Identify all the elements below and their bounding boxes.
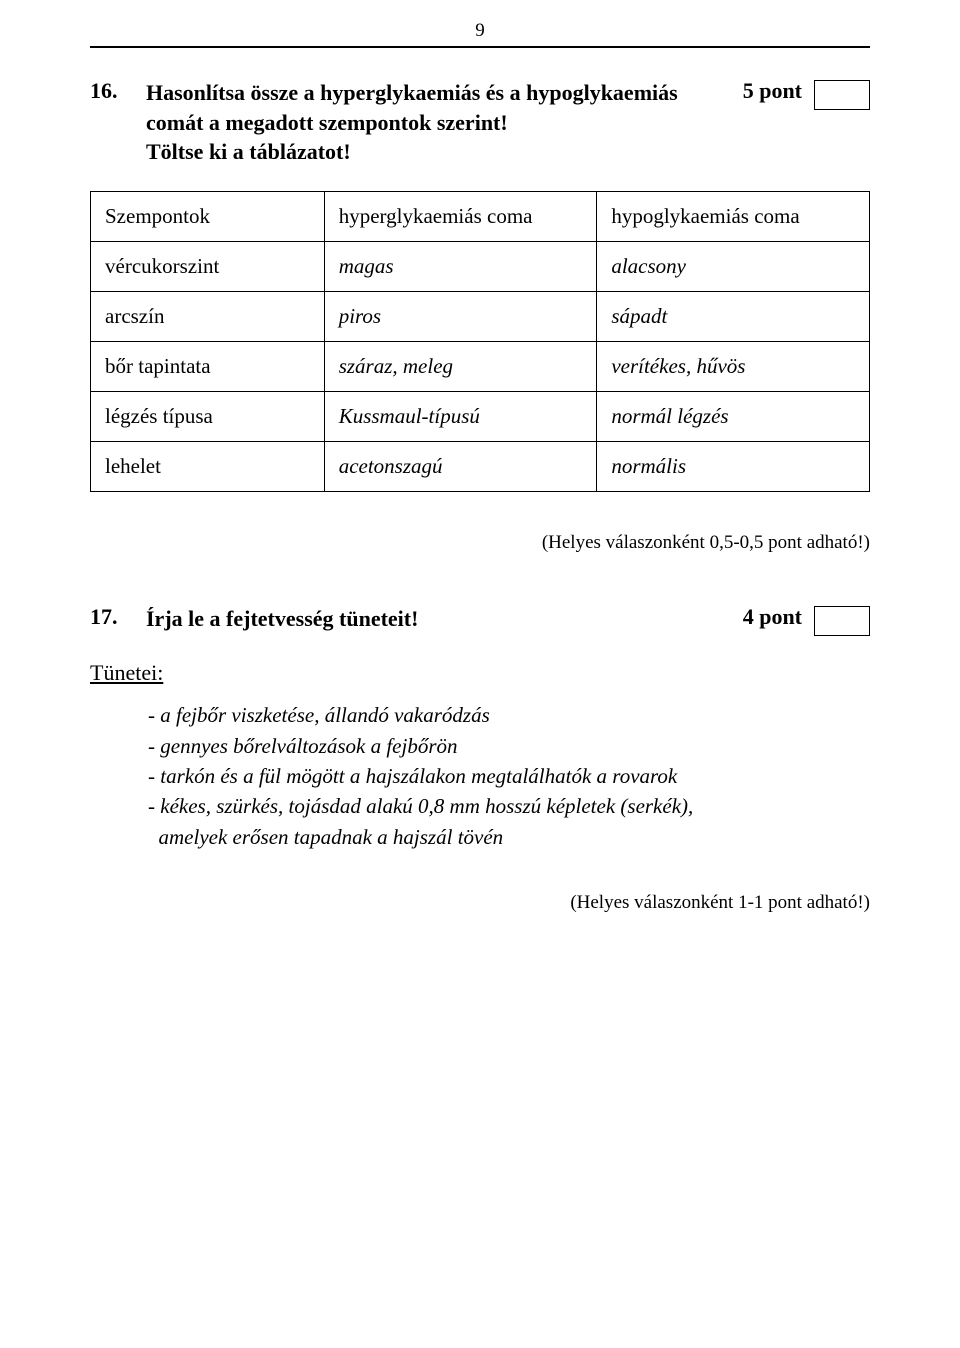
table-row: lehelet acetonszagú normális (91, 442, 870, 492)
table-row: légzés típusa Kussmaul-típusú normál lég… (91, 392, 870, 442)
top-horizontal-rule (90, 46, 870, 48)
q16-number: 16. (90, 78, 146, 104)
row4-c2: Kussmaul-típusú (324, 392, 597, 442)
question-16-row: 16. Hasonlítsa össze a hyperglykaemiás é… (90, 78, 870, 167)
row1-c2: magas (324, 242, 597, 292)
scoring-note-1: (Helyes válaszonként 0,5-0,5 pont adható… (90, 532, 870, 554)
list-item: - kékes, szürkés, tojásdad alakú 0,8 mm … (148, 791, 870, 821)
q16-text: Hasonlítsa össze a hyperglykaemiás és a … (146, 78, 720, 167)
q16-line3: Töltse ki a táblázatot! (146, 139, 351, 164)
row2-c2: piros (324, 292, 597, 342)
row2-c1: arcszín (91, 292, 325, 342)
list-item-cont: amelyek erősen tapadnak a hajszál tövén (148, 822, 870, 852)
q17-points: 4 pont (720, 604, 810, 630)
th-szempontok: Szempontok (91, 192, 325, 242)
q17-number: 17. (90, 604, 146, 630)
q17-score-box[interactable] (814, 606, 870, 636)
row3-c1: bőr tapintata (91, 342, 325, 392)
th-hyper: hyperglykaemiás coma (324, 192, 597, 242)
q16-line1: Hasonlítsa össze a hyperglykaemiás és a … (146, 80, 678, 105)
comparison-table: Szempontok hyperglykaemiás coma hypoglyk… (90, 191, 870, 492)
table-row: vércukorszint magas alacsony (91, 242, 870, 292)
row5-c3: normális (597, 442, 870, 492)
list-item: - gennyes bőrelváltozások a fejbőrön (148, 731, 870, 761)
symptoms-list: - a fejbőr viszketése, állandó vakaródzá… (148, 700, 870, 852)
row4-c3: normál légzés (597, 392, 870, 442)
question-17-row: 17. Írja le a fejtetvesség tüneteit! 4 p… (90, 604, 870, 636)
symptoms-heading: Tünetei: (90, 660, 870, 686)
table-header-row: Szempontok hyperglykaemiás coma hypoglyk… (91, 192, 870, 242)
row3-c3: verítékes, hűvös (597, 342, 870, 392)
list-item: - a fejbőr viszketése, állandó vakaródzá… (148, 700, 870, 730)
th-hypo: hypoglykaemiás coma (597, 192, 870, 242)
page-number: 9 (90, 20, 870, 42)
q17-text: Írja le a fejtetvesség tüneteit! (146, 604, 720, 634)
list-item: - tarkón és a fül mögött a hajszálakon m… (148, 761, 870, 791)
row5-c1: lehelet (91, 442, 325, 492)
scoring-note-2: (Helyes válaszonként 1-1 pont adható!) (90, 892, 870, 914)
table-row: arcszín piros sápadt (91, 292, 870, 342)
row4-c1: légzés típusa (91, 392, 325, 442)
q16-line2: comát a megadott szempontok szerint! (146, 110, 508, 135)
row2-c3: sápadt (597, 292, 870, 342)
row3-c2: száraz, meleg (324, 342, 597, 392)
row1-c3: alacsony (597, 242, 870, 292)
q16-score-box[interactable] (814, 80, 870, 110)
row1-c1: vércukorszint (91, 242, 325, 292)
table-row: bőr tapintata száraz, meleg verítékes, h… (91, 342, 870, 392)
document-page: 9 16. Hasonlítsa össze a hyperglykaemiás… (0, 0, 960, 1024)
row5-c2: acetonszagú (324, 442, 597, 492)
q16-points: 5 pont (720, 78, 810, 104)
